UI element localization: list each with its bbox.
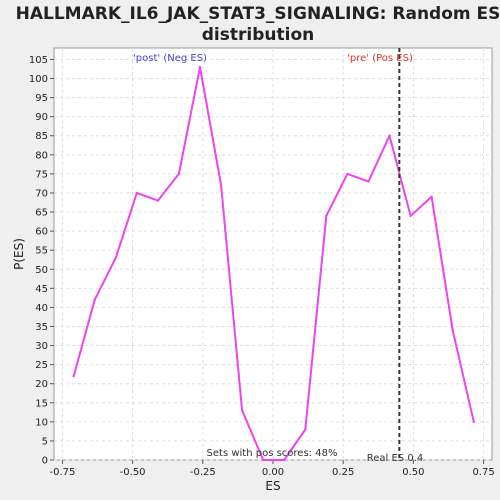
chart-title-line-1: HALLMARK_IL6_JAK_STAT3_SIGNALING: Random… xyxy=(16,4,500,24)
x-tick-label: 0.25 xyxy=(332,467,354,478)
y-tick-label: 55 xyxy=(35,246,48,257)
y-tick-label: 5 xyxy=(42,436,48,447)
pre-pos-es-label: 'pre' (Pos ES) xyxy=(347,53,413,64)
y-tick-label: 0 xyxy=(42,456,48,467)
y-tick-label: 25 xyxy=(35,360,48,371)
data-point xyxy=(135,191,139,195)
y-tick-label: 90 xyxy=(35,112,48,123)
y-tick-label: 95 xyxy=(35,93,48,104)
y-tick-label: 70 xyxy=(35,188,48,199)
y-tick-label: 75 xyxy=(35,169,48,180)
data-point xyxy=(325,214,328,218)
x-tick-label: 0.00 xyxy=(262,467,284,478)
data-point xyxy=(93,298,96,301)
y-tick-label: 80 xyxy=(35,150,48,161)
data-point xyxy=(283,458,286,462)
sets-with-pos-scores-label: Sets with pos scores: 48% xyxy=(207,448,338,459)
data-point xyxy=(472,420,475,424)
y-tick-label: 40 xyxy=(35,303,48,314)
y-tick-label: 15 xyxy=(35,398,48,409)
data-point xyxy=(261,458,265,462)
data-point xyxy=(156,199,160,202)
y-tick-label: 60 xyxy=(35,227,48,238)
axes: 0 5 10 15 20 25 30 35 40 45 50 55 60 65 70 75 80 85 90 95 10… xyxy=(29,55,495,478)
y-tick-label: 50 xyxy=(35,265,48,276)
x-axis-label: ES xyxy=(265,479,280,493)
data-point xyxy=(346,172,349,176)
y-tick-label: 35 xyxy=(35,322,48,333)
data-point xyxy=(388,134,391,137)
y-tick-label: 30 xyxy=(35,341,48,352)
y-tick-label: 100 xyxy=(29,74,48,85)
y-tick-label: 65 xyxy=(35,208,48,219)
data-point xyxy=(367,180,370,183)
data-point xyxy=(177,172,181,176)
data-point xyxy=(409,214,412,218)
data-point xyxy=(430,195,433,198)
y-axis-label: P(ES) xyxy=(12,238,26,270)
y-tick-label: 20 xyxy=(35,379,48,390)
y-tick-label: 10 xyxy=(35,417,48,428)
gridlines xyxy=(54,48,492,461)
data-point xyxy=(72,374,75,378)
x-tick-label: 0.75 xyxy=(472,467,494,478)
x-tick-label: -0.25 xyxy=(190,467,216,478)
series-line xyxy=(72,66,475,461)
post-neg-es-label: 'post' (Neg ES) xyxy=(133,53,207,64)
series-lines xyxy=(72,65,475,462)
x-tick-label: 0.50 xyxy=(402,467,424,478)
data-point xyxy=(451,329,454,332)
data-point xyxy=(240,409,244,412)
data-point xyxy=(219,184,223,187)
y-tick-label: 85 xyxy=(35,131,48,142)
chart-title-line-2: distribution xyxy=(202,25,314,45)
y-tick-label: 45 xyxy=(35,284,48,295)
real-es-label: Real ES 0.4 xyxy=(367,453,423,464)
data-point xyxy=(114,256,117,260)
data-point xyxy=(304,428,307,431)
data-point xyxy=(198,65,202,69)
y-tick-label: 105 xyxy=(29,55,48,66)
x-tick-label: -0.75 xyxy=(49,467,75,478)
x-tick-label: -0.50 xyxy=(120,467,146,478)
